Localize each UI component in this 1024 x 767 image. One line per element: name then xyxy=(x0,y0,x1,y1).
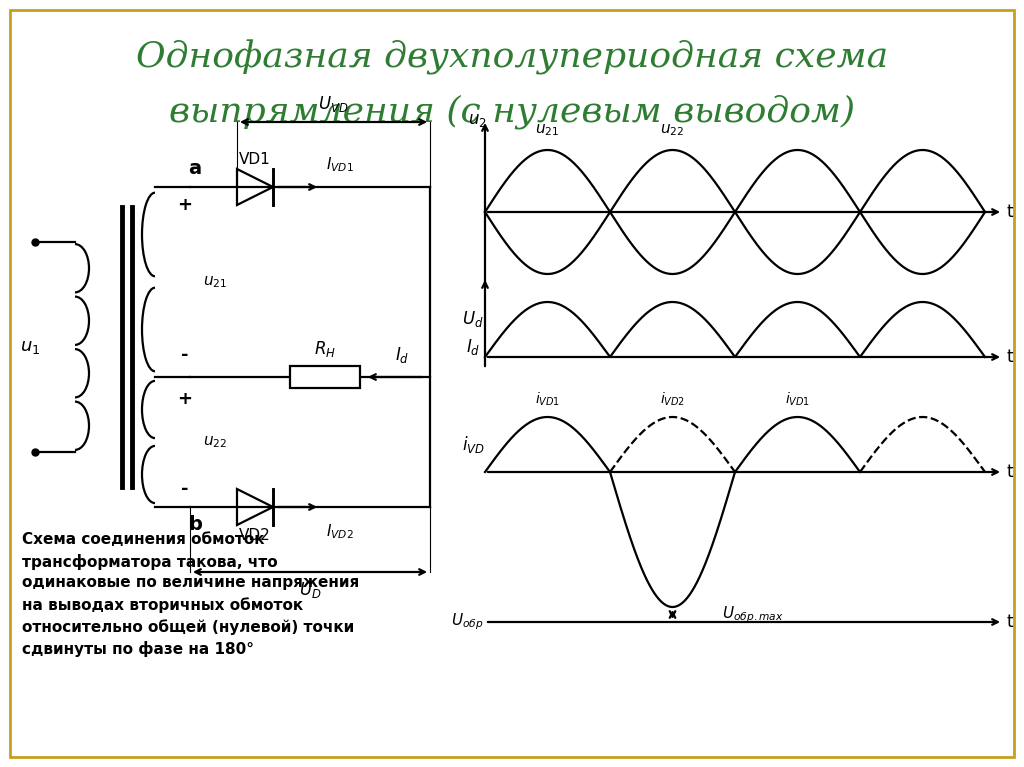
Text: t: t xyxy=(1007,348,1014,366)
Text: $U_{обр}$: $U_{обр}$ xyxy=(451,612,483,632)
Text: $u_{21}$: $u_{21}$ xyxy=(203,274,227,290)
Text: t: t xyxy=(1007,613,1014,631)
Text: выпрямления (с нулевым выводом): выпрямления (с нулевым выводом) xyxy=(169,94,855,130)
Text: $I_d$: $I_d$ xyxy=(466,337,480,357)
Text: -: - xyxy=(181,480,188,498)
Text: $I_d$: $I_d$ xyxy=(395,345,410,365)
Text: $u_{22}$: $u_{22}$ xyxy=(660,122,685,138)
Text: $i_{VD1}$: $i_{VD1}$ xyxy=(784,390,810,408)
Text: $U_{VD}$: $U_{VD}$ xyxy=(318,94,349,114)
Text: -: - xyxy=(181,346,188,364)
Text: VD1: VD1 xyxy=(240,152,271,166)
Text: $I_{VD1}$: $I_{VD1}$ xyxy=(326,156,354,174)
Text: VD2: VD2 xyxy=(240,528,271,542)
Text: $I_{VD2}$: $I_{VD2}$ xyxy=(327,522,354,542)
Text: $i_{VD2}$: $i_{VD2}$ xyxy=(659,390,685,408)
Text: $U_d$: $U_d$ xyxy=(462,309,483,329)
Text: Схема соединения обмоток
трансформатора такова, что
одинаковые по величине напря: Схема соединения обмоток трансформатора … xyxy=(22,532,359,657)
Text: b: b xyxy=(188,515,202,535)
Text: $U_{обр.max}$: $U_{обр.max}$ xyxy=(722,604,783,625)
Text: a: a xyxy=(188,160,202,179)
Text: $u_1$: $u_1$ xyxy=(19,338,40,356)
Text: $u_{22}$: $u_{22}$ xyxy=(203,434,227,450)
Text: $U_D$: $U_D$ xyxy=(299,580,322,600)
Text: $i_{VD1}$: $i_{VD1}$ xyxy=(535,390,560,408)
Text: $R_H$: $R_H$ xyxy=(314,339,336,359)
Text: +: + xyxy=(177,390,193,408)
Text: t: t xyxy=(1007,463,1014,481)
Text: $i_{VD}$: $i_{VD}$ xyxy=(462,434,484,455)
Text: Однофазная двухполупериодная схема: Однофазная двухполупериодная схема xyxy=(136,39,888,74)
Text: t: t xyxy=(1007,203,1014,221)
Bar xyxy=(290,366,360,388)
Text: +: + xyxy=(177,196,193,214)
Text: $u_2$: $u_2$ xyxy=(468,111,486,129)
Text: $u_{21}$: $u_{21}$ xyxy=(536,122,559,138)
